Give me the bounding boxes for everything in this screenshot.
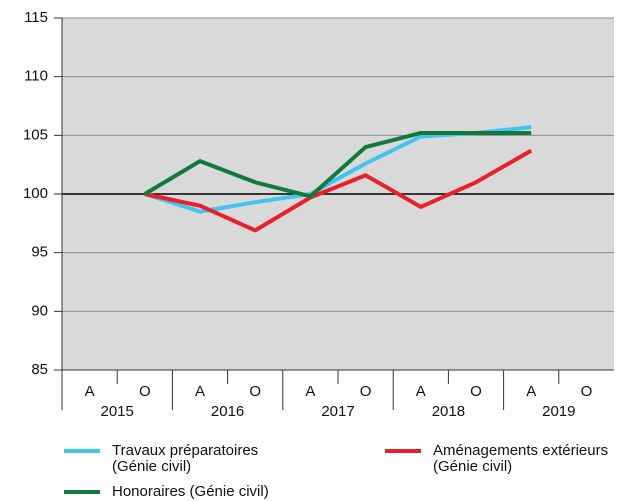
x-tick-label: O: [360, 383, 372, 400]
group-label: 2016: [211, 403, 244, 420]
x-tick-label: A: [305, 383, 315, 400]
x-tick-label: A: [526, 383, 536, 400]
x-tick-label: O: [139, 383, 151, 400]
x-tick-label: A: [416, 383, 426, 400]
group-label: 2017: [321, 403, 354, 420]
x-tick-label: O: [581, 383, 593, 400]
legend-label: Honoraires (Génie civil): [112, 483, 269, 500]
y-tick-label: 95: [31, 244, 48, 261]
series-line: [144, 148, 533, 233]
x-tick-label: A: [85, 383, 95, 400]
legend-item: Honoraires (Génie civil): [64, 484, 412, 500]
x-tick-label: O: [470, 383, 482, 400]
series-line: [143, 130, 532, 199]
x-tick-label: O: [249, 383, 261, 400]
legend-swatch: [64, 490, 100, 494]
y-tick-label: 110: [24, 68, 48, 85]
legend-swatch: [64, 449, 100, 453]
y-tick-label: 115: [24, 9, 48, 26]
y-tick-label: 85: [31, 361, 48, 378]
y-tick-label: 90: [31, 302, 48, 319]
legend-item: Travaux préparatoires (Génie civil): [64, 443, 302, 475]
y-tick-label: 100: [23, 185, 48, 202]
group-label: 2018: [432, 403, 465, 420]
y-tick-label: 105: [23, 126, 48, 143]
group-label: 2015: [101, 403, 134, 420]
x-tick-label: A: [195, 383, 205, 400]
legend-label: Travaux préparatoires (Génie civil): [112, 442, 259, 475]
legend-item: Aménagements extérieurs (Génie civil): [385, 443, 613, 475]
chart: 85 90 95 100 105 110 115 A O A O A O A O A O 2015 2016 2017…: [23, 9, 614, 420]
legend-swatch: [385, 449, 421, 453]
legend-label: Aménagements extérieurs (Génie civil): [433, 442, 609, 475]
group-label: 2019: [542, 403, 575, 420]
